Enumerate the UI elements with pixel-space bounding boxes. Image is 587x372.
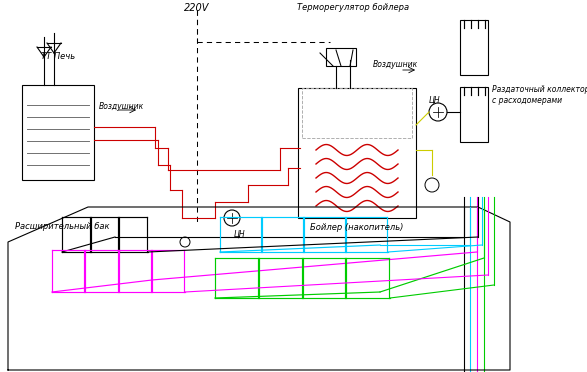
Text: 220V: 220V [184,3,210,13]
Text: ТТ Печь: ТТ Печь [41,52,75,61]
Bar [298,88,416,218]
Text: Воздушник: Воздушник [372,60,417,69]
Bar [302,88,412,138]
Text: Бойлер (накопитель): Бойлер (накопитель) [311,223,404,232]
Text: Расширительный бак: Расширительный бак [15,222,110,231]
Bar [326,48,356,66]
Bar [460,20,488,75]
Text: Воздушник: Воздушник [99,102,144,111]
Bar [460,87,488,142]
Text: Терморегулятор бойлера: Терморегулятор бойлера [297,3,409,12]
Bar [22,85,94,180]
Text: ЦН: ЦН [234,230,245,239]
Text: ЦН: ЦН [428,96,440,105]
Text: Раздаточный коллектор
с расходомерами: Раздаточный коллектор с расходомерами [492,85,587,105]
